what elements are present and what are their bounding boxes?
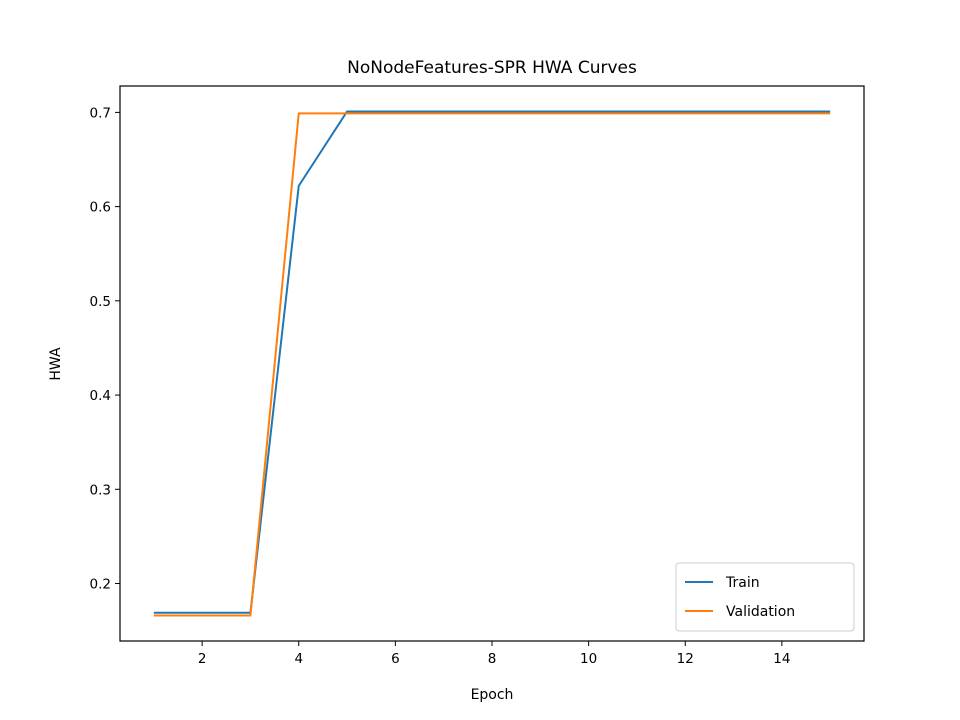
chart-title: NoNodeFeatures-SPR HWA Curves: [347, 58, 637, 78]
y-tick-label: 0.6: [90, 200, 111, 216]
x-tick-label: 8: [488, 651, 497, 667]
series-layer: [153, 110, 831, 617]
legend-label-train: Train: [725, 575, 760, 591]
x-tick-label: 6: [391, 651, 400, 667]
y-tick-label: 0.7: [90, 105, 111, 121]
legend: Train Validation: [675, 562, 855, 632]
series-line-validation: [153, 112, 831, 617]
y-tick-label: 0.4: [90, 388, 111, 404]
x-tick-label: 14: [773, 651, 790, 667]
x-axis-label: Epoch: [471, 687, 514, 703]
x-tick-label: 12: [677, 651, 694, 667]
legend-label-validation: Validation: [726, 604, 795, 620]
x-axis-ticks: 2 4 6 8 10 12 14: [198, 641, 790, 667]
axes-frame: [119, 85, 865, 642]
y-axis-label: HWA: [48, 347, 64, 381]
y-axis-ticks: 0.2 0.3 0.4 0.5 0.6 0.7: [90, 105, 120, 593]
series-line-train: [153, 110, 831, 614]
legend-box: [675, 562, 855, 632]
y-tick-label: 0.3: [90, 482, 111, 498]
y-tick-label: 0.5: [90, 294, 111, 310]
y-tick-label: 0.2: [90, 577, 111, 593]
x-tick-label: 4: [294, 651, 303, 667]
x-tick-label: 10: [580, 651, 597, 667]
x-tick-label: 2: [198, 651, 207, 667]
